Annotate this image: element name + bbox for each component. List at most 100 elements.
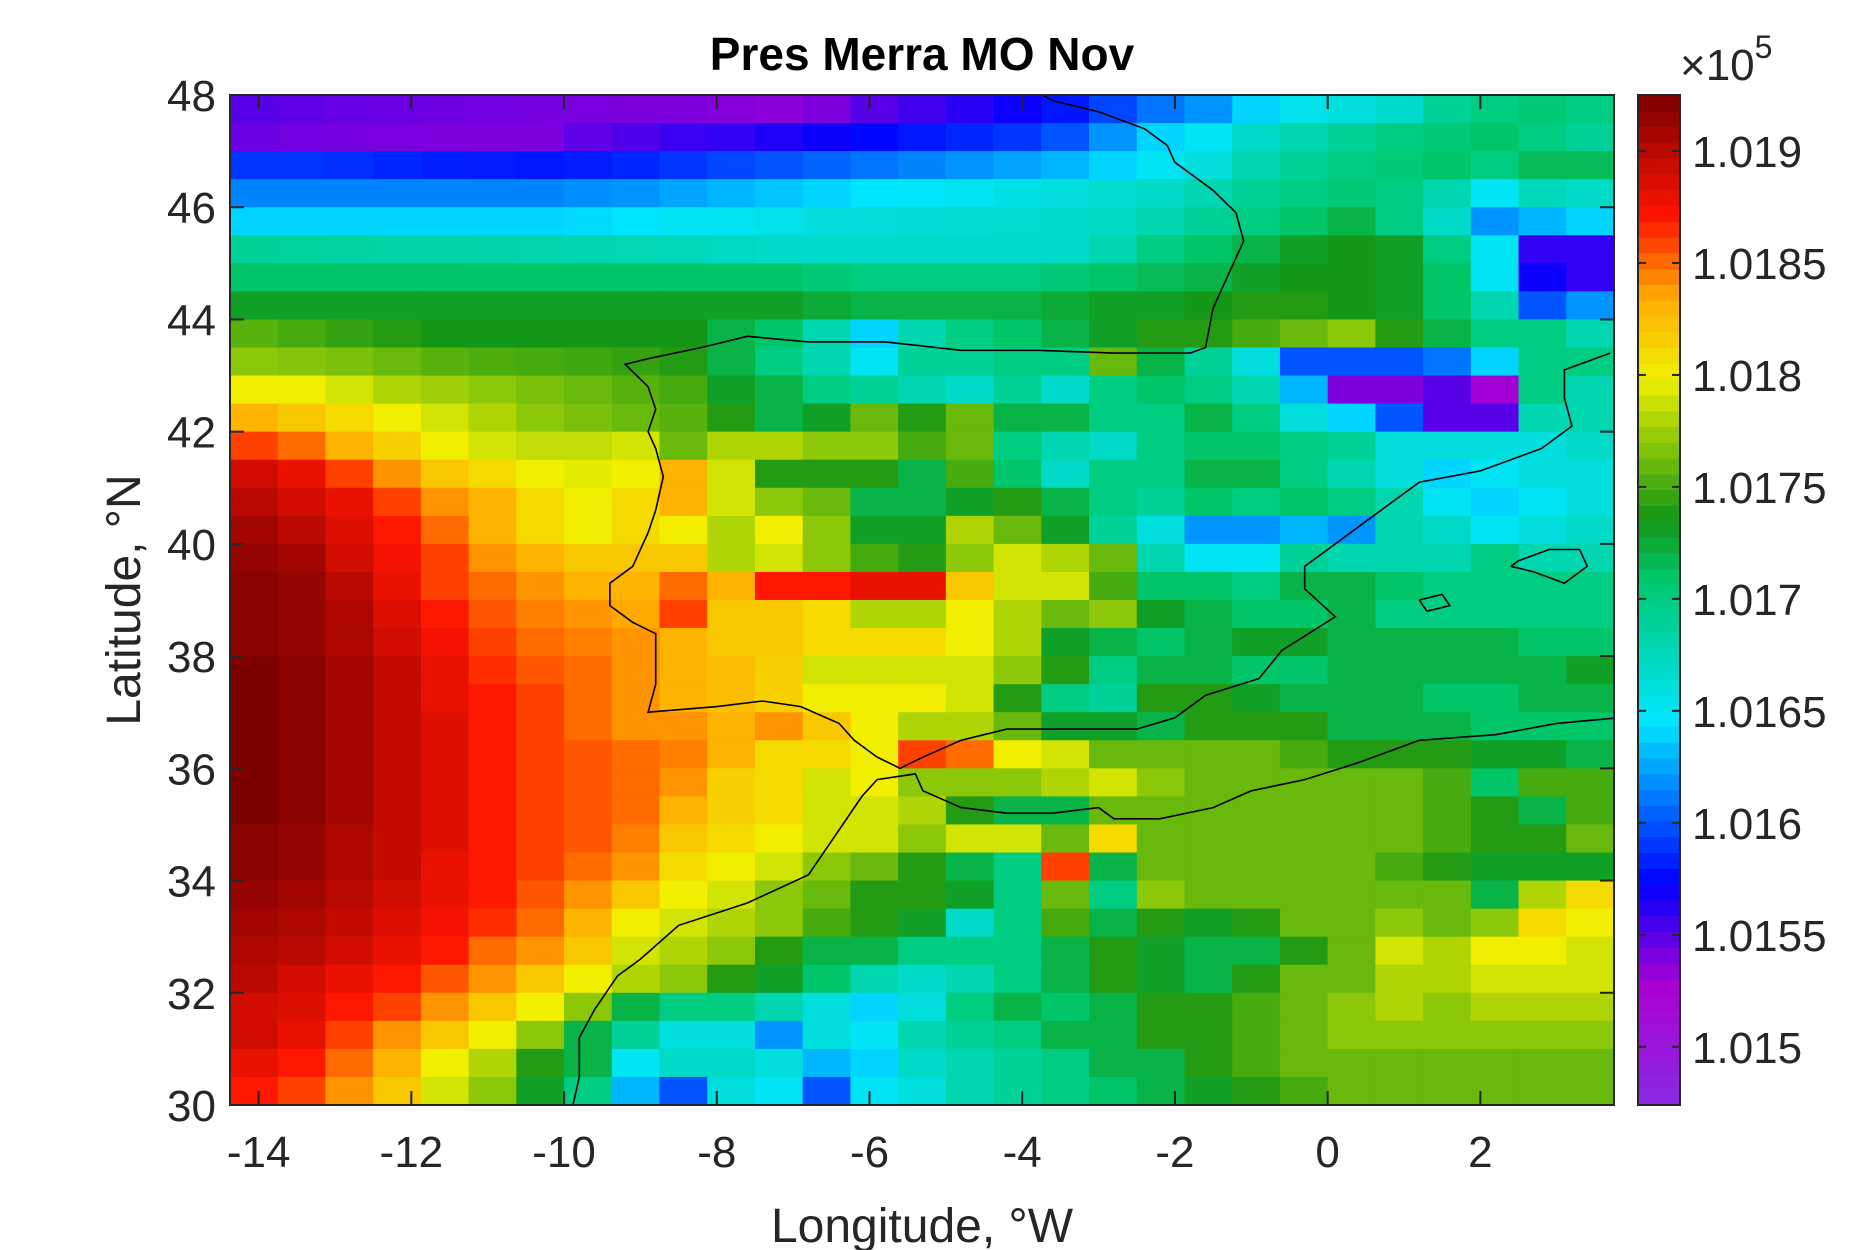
- heatmap-cell: [468, 347, 517, 377]
- heatmap-cell: [1327, 235, 1376, 264]
- heatmap-cell: [1470, 179, 1520, 208]
- heatmap-cell: [1041, 600, 1090, 629]
- heatmap-cell: [373, 964, 422, 994]
- colorbar-segment: [1638, 315, 1680, 333]
- heatmap-cell: [1041, 992, 1090, 1022]
- heatmap-cell: [1327, 571, 1376, 601]
- heatmap-cell: [1041, 656, 1090, 685]
- heatmap-cell: [277, 964, 327, 994]
- heatmap-cell: [1089, 151, 1138, 180]
- heatmap-cell: [1232, 908, 1281, 938]
- heatmap-cell: [1375, 403, 1424, 433]
- heatmap-cell: [516, 628, 565, 657]
- heatmap-cell: [1375, 824, 1424, 854]
- heatmap-cell: [1375, 151, 1424, 180]
- colorbar-segment: [1638, 268, 1680, 285]
- coastline-segment: [1510, 548, 1589, 585]
- heatmap-cell: [1566, 319, 1614, 349]
- colorbar-tick-label: 1.0185: [1692, 240, 1827, 289]
- heatmap-cell: [373, 95, 422, 124]
- heatmap-cell: [1184, 656, 1233, 685]
- heatmap-cell: [993, 656, 1042, 685]
- heatmap-cell: [993, 740, 1042, 769]
- heatmap-cell: [1518, 824, 1567, 854]
- heatmap-cell: [1232, 347, 1281, 377]
- heatmap-cell: [659, 1048, 708, 1078]
- heatmap-cell: [1375, 936, 1424, 966]
- heatmap-cell: [707, 375, 756, 405]
- heatmap-cell: [659, 95, 708, 124]
- heatmap-cell: [802, 852, 852, 882]
- colorbar-segment: [1638, 726, 1680, 743]
- heatmap-cell: [898, 179, 947, 208]
- heatmap-cell: [1327, 656, 1376, 685]
- colorbar-segment: [1638, 820, 1680, 838]
- heatmap-cell: [468, 431, 517, 461]
- heatmap-cell: [1279, 487, 1329, 517]
- heatmap-cell: [1375, 95, 1424, 124]
- colorbar-segment: [1638, 489, 1680, 506]
- heatmap-cell: [945, 824, 995, 854]
- heatmap-cell: [945, 880, 995, 910]
- heatmap-cell: [945, 431, 995, 461]
- heatmap-cell: [707, 992, 756, 1022]
- heatmap-cell: [1232, 768, 1281, 797]
- heatmap-cell: [945, 908, 995, 938]
- heatmap-cell: [420, 123, 470, 152]
- heatmap-cell: [1470, 123, 1520, 152]
- heatmap-cell: [707, 852, 756, 882]
- colorbar-segment: [1638, 1057, 1680, 1075]
- heatmap-cell: [611, 684, 661, 713]
- heatmap-cell: [373, 403, 422, 433]
- heatmap-cell: [230, 992, 279, 1022]
- heatmap-cell: [516, 824, 565, 854]
- heatmap-cell: [564, 600, 613, 629]
- heatmap-cell: [898, 740, 947, 769]
- heatmap-cell: [1566, 375, 1614, 405]
- heatmap-cell: [1279, 936, 1329, 966]
- heatmap-cell: [1279, 1020, 1329, 1050]
- heatmap-cell: [659, 571, 708, 601]
- heatmap-cell: [945, 684, 995, 713]
- heatmap-cell: [277, 880, 327, 910]
- heatmap-cell: [754, 1076, 804, 1105]
- heatmap-cell: [1041, 824, 1090, 854]
- heatmap-cell: [468, 179, 517, 208]
- heatmap-cell: [1423, 796, 1472, 826]
- heatmap-cell: [230, 1020, 279, 1050]
- heatmap-cell: [325, 684, 374, 713]
- heatmap-cell: [230, 235, 279, 264]
- heatmap-cell: [1566, 403, 1614, 433]
- heatmap-cell: [850, 880, 899, 910]
- heatmap-cell: [564, 796, 613, 826]
- heatmap-cell: [325, 656, 374, 685]
- heatmap-cell: [1184, 179, 1233, 208]
- heatmap-cell: [1232, 123, 1281, 152]
- heatmap-cell: [659, 880, 708, 910]
- heatmap-cell: [1470, 964, 1520, 994]
- heatmap-cell: [230, 151, 279, 180]
- heatmap-cell: [1327, 796, 1376, 826]
- colorbar-segment: [1638, 284, 1680, 301]
- heatmap-cell: [1327, 1020, 1376, 1050]
- heatmap-cell: [564, 656, 613, 685]
- heatmap-cell: [1041, 123, 1090, 152]
- heatmap-cell: [1470, 796, 1520, 826]
- colorbar-tick-label: 1.019: [1692, 128, 1802, 177]
- heatmap-cell: [564, 628, 613, 657]
- heatmap-cell: [373, 936, 422, 966]
- heatmap-cell: [898, 403, 947, 433]
- heatmap-cell: [802, 908, 852, 938]
- heatmap-cell: [1279, 319, 1329, 349]
- heatmap-cell: [754, 319, 804, 349]
- heatmap-cell: [1327, 403, 1376, 433]
- heatmap-cell: [516, 936, 565, 966]
- x-tick-label: -14: [227, 1128, 291, 1177]
- colorbar-segment: [1638, 868, 1680, 885]
- heatmap-cell: [1423, 1020, 1472, 1050]
- heatmap-cell: [564, 684, 613, 713]
- heatmap-cell: [1423, 207, 1472, 236]
- heatmap-cell: [945, 712, 995, 741]
- heatmap-cell: [516, 880, 565, 910]
